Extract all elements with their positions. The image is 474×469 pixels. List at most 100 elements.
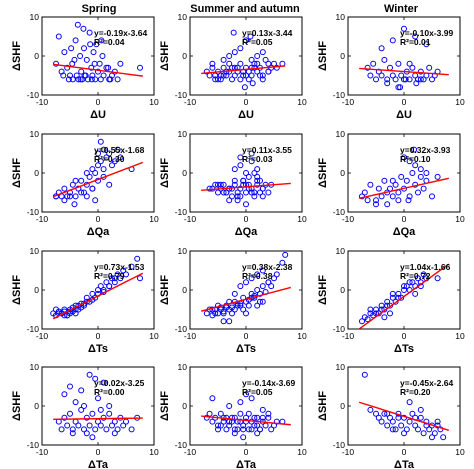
- x-tick-label: 10: [455, 447, 465, 457]
- data-point: [97, 158, 104, 165]
- axes-box: [189, 16, 303, 96]
- data-point: [282, 251, 289, 258]
- data-point: [220, 64, 227, 71]
- r2-label: R²=0.72: [400, 271, 431, 281]
- data-point: [69, 430, 76, 437]
- data-point: [220, 72, 227, 79]
- data-point: [89, 434, 96, 441]
- x-axis-label: ΔTa: [88, 459, 109, 469]
- data-point: [92, 76, 99, 83]
- data-point: [241, 84, 248, 91]
- fit-line: [201, 65, 286, 75]
- data-point: [88, 76, 95, 83]
- data-point: [234, 193, 241, 200]
- data-point: [77, 53, 84, 59]
- data-point: [114, 146, 121, 153]
- data-point: [217, 72, 224, 79]
- data-point: [398, 72, 405, 79]
- data-point: [389, 426, 396, 433]
- y-tick-label: -10: [27, 207, 40, 217]
- data-point: [406, 158, 413, 165]
- data-point: [137, 64, 143, 71]
- r2-label: R²=0.10: [400, 154, 431, 164]
- data-point: [69, 426, 76, 433]
- data-point: [237, 154, 244, 161]
- x-tick-label: -10: [36, 447, 49, 457]
- data-point: [72, 177, 79, 184]
- data-point: [81, 426, 87, 433]
- r2-label: R²=0.01: [400, 37, 431, 47]
- r2-label: R²=0.05: [242, 387, 273, 397]
- x-tick-label: -10: [36, 331, 49, 341]
- y-tick-label: 0: [182, 285, 187, 295]
- data-point: [423, 41, 430, 48]
- data-point: [389, 177, 396, 184]
- data-point: [77, 76, 84, 83]
- data-point: [248, 64, 255, 71]
- data-point: [84, 76, 91, 83]
- y-tick-label: 10: [336, 362, 346, 372]
- data-point: [245, 410, 252, 417]
- data-point: [417, 414, 424, 421]
- data-point: [406, 399, 413, 406]
- data-point: [387, 310, 393, 317]
- data-point: [375, 185, 382, 192]
- x-tick-label: 0: [244, 97, 249, 107]
- data-point: [389, 290, 396, 297]
- data-point: [389, 72, 396, 79]
- data-point: [254, 53, 261, 59]
- data-point: [257, 298, 263, 305]
- data-point: [381, 177, 388, 184]
- data-point: [403, 283, 410, 290]
- data-point: [243, 72, 249, 79]
- x-axis-label: ΔTa: [394, 459, 415, 469]
- data-point: [87, 41, 94, 48]
- data-point: [209, 395, 216, 402]
- y-axis-label: ΔSHF: [317, 275, 329, 305]
- fit-line: [359, 177, 449, 199]
- data-point: [61, 49, 68, 56]
- data-point: [220, 189, 227, 196]
- data-point: [123, 418, 129, 425]
- fit-line: [201, 182, 291, 191]
- data-point: [384, 422, 391, 429]
- data-point: [406, 193, 413, 200]
- y-tick-label: -10: [175, 440, 188, 450]
- data-point: [240, 434, 247, 441]
- data-point: [265, 279, 272, 286]
- data-point: [240, 177, 247, 184]
- data-point: [61, 391, 68, 398]
- r2-label: R²=0.04: [94, 37, 125, 47]
- data-point: [243, 418, 249, 425]
- data-point: [257, 426, 263, 433]
- x-axis-label: ΔTs: [88, 343, 108, 355]
- data-point: [95, 287, 101, 293]
- data-point: [106, 403, 113, 409]
- data-point: [226, 403, 233, 409]
- data-point: [97, 406, 104, 413]
- data-point: [99, 53, 106, 59]
- x-tick-label: 10: [297, 97, 307, 107]
- data-point: [237, 45, 244, 52]
- y-axis-label: ΔSHF: [159, 391, 171, 421]
- data-point: [395, 84, 402, 91]
- data-point: [75, 76, 82, 83]
- data-point: [67, 72, 73, 79]
- data-point: [92, 375, 99, 382]
- data-point: [226, 60, 233, 67]
- data-point: [226, 318, 233, 325]
- data-point: [90, 49, 97, 56]
- data-point: [434, 418, 441, 425]
- x-tick-label: -10: [342, 214, 355, 224]
- x-tick-label: -10: [36, 97, 49, 107]
- data-point: [384, 201, 391, 208]
- r2-label: R²=0.03: [242, 154, 273, 164]
- data-point: [417, 76, 424, 83]
- data-point: [251, 193, 258, 200]
- data-point: [406, 76, 413, 83]
- data-point: [259, 49, 266, 56]
- data-point: [69, 181, 76, 188]
